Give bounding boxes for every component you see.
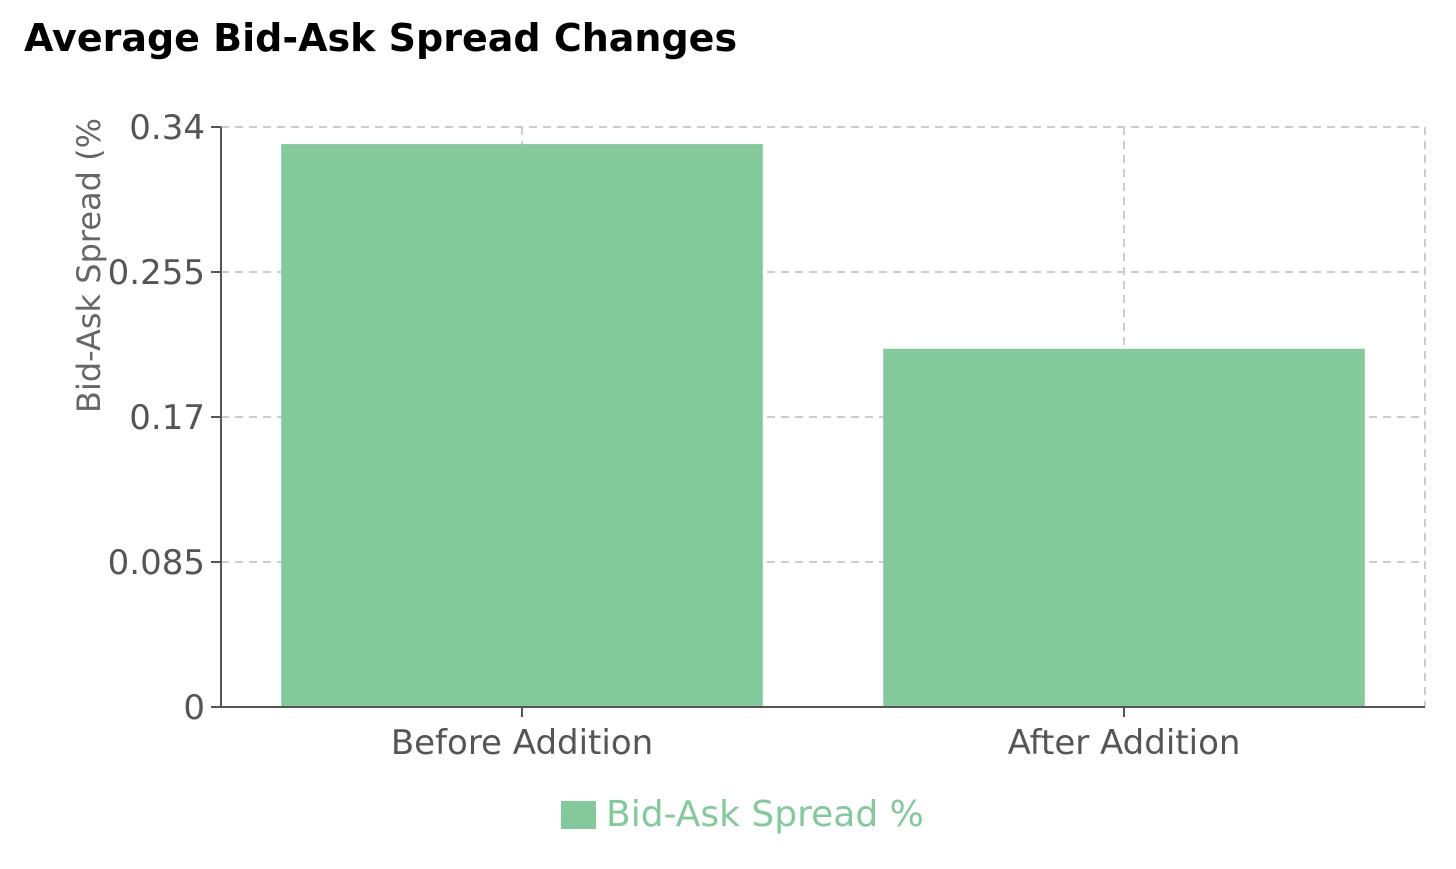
legend-swatch-bid-ask-spread (561, 801, 596, 829)
bar-after-addition[interactable] (883, 348, 1365, 707)
y-tick-label: 0.34 (129, 108, 205, 148)
x-axis-ticks: Before Addition After Addition (391, 707, 1241, 763)
y-axis-ticks: 0 0.085 0.17 0.255 0.34 (108, 108, 221, 728)
x-tick-label: Before Addition (391, 723, 653, 763)
bar-before-addition[interactable] (281, 144, 763, 707)
bars (281, 144, 1365, 707)
y-tick-label: 0.17 (129, 398, 205, 438)
legend-label: Bid-Ask Spread % (606, 794, 924, 835)
legend[interactable]: Bid-Ask Spread % (561, 794, 924, 835)
chart-title: Average Bid-Ask Spread Changes (24, 16, 738, 60)
y-tick-label: 0.255 (108, 253, 205, 293)
x-tick-label: After Addition (1008, 723, 1241, 763)
y-axis-title: Bid-Ask Spread (% (70, 118, 108, 413)
y-tick-label: 0.085 (108, 543, 205, 583)
y-tick-label: 0 (183, 688, 205, 728)
